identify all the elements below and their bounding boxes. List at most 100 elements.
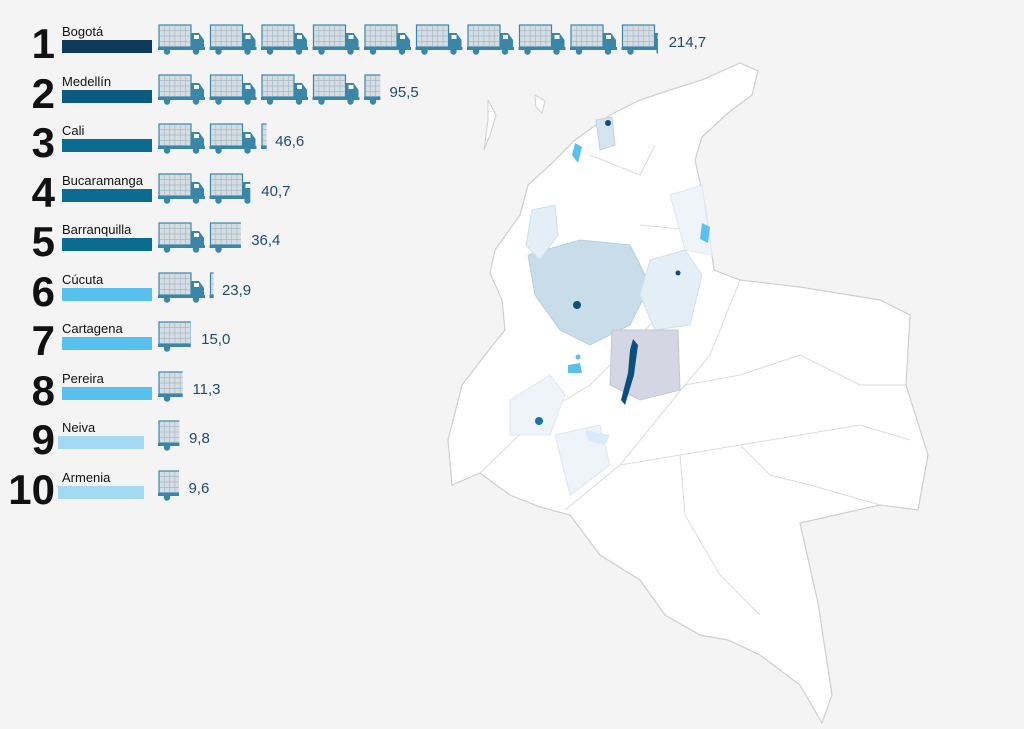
medellin-marker: [573, 301, 581, 309]
truck-pictogram: [158, 24, 658, 55]
value-label: 9,8: [188, 430, 210, 447]
rank-number: 3: [31, 119, 55, 166]
city-color-bar: [62, 238, 152, 251]
ranking-row: 9 Neiva 9,8: [0, 418, 720, 462]
rank-number: 1: [31, 20, 55, 67]
valle-region: [509, 374, 566, 436]
barranquilla-marker: [605, 120, 611, 126]
truck-pictogram: [158, 271, 214, 303]
truck-icon: [209, 172, 251, 204]
cartagena-marker: [572, 143, 582, 163]
truck-icon: [261, 24, 308, 55]
ranking-row: 5 Barranquilla 36,4: [0, 220, 720, 264]
city-label: Armenia: [62, 469, 111, 485]
city-label: Bogotá: [62, 24, 104, 39]
rank-number: 10: [8, 465, 55, 513]
city-label: Neiva: [62, 420, 96, 435]
truck-icon: [261, 123, 267, 149]
truck-icon: [364, 73, 381, 105]
ranking-row: 10 Armenia 9,6: [0, 465, 720, 513]
truck-icon: [312, 73, 360, 105]
value-label: 46,6: [275, 133, 305, 150]
value-label: 15,0: [201, 331, 231, 348]
country-outline: [447, 62, 929, 725]
value-label: 95,5: [389, 83, 419, 101]
truck-pictogram: [158, 370, 183, 402]
rank-number: 9: [31, 416, 55, 463]
truck-icon: [158, 370, 183, 402]
city-color-bar: [62, 337, 152, 350]
rank-number: 7: [31, 317, 55, 364]
truck-icon: [621, 24, 658, 55]
city-color-bar: [62, 188, 152, 202]
cordoba-region: [525, 204, 559, 261]
city-label: Barranquilla: [62, 222, 132, 237]
value-label: 36,4: [251, 232, 281, 249]
ranking-row: 8 Pereira 11,3: [0, 366, 720, 414]
city-color-bar: [62, 40, 152, 53]
truck-pictogram: [158, 73, 381, 105]
city-label: Medellín: [62, 73, 112, 89]
truck-pictogram: [158, 321, 191, 352]
truck-icon: [364, 24, 411, 55]
ranking-row: 1 Bogotá 214,7: [0, 22, 720, 66]
city-label: Cali: [62, 123, 85, 138]
bogota-marker: [621, 339, 638, 405]
cundinamarca-region: [609, 329, 681, 401]
truck-pictogram: [158, 469, 179, 501]
truck-icon: [158, 222, 205, 253]
truck-icon: [209, 73, 257, 105]
city-label: Pereira: [62, 370, 104, 386]
ranking-row: 2 Medellín 95,5: [0, 69, 720, 117]
truck-icon: [158, 469, 179, 501]
value-label: 11,3: [192, 380, 221, 398]
city-ranking: 1 Bogotá 214,7 2 Medellín 95,5 3 Cali 46,6 4 Bucar…: [0, 22, 720, 513]
city-color-bar: [58, 436, 144, 449]
truck-icon: [415, 24, 463, 55]
truck-pictogram: [158, 172, 251, 204]
ranking-row: 3 Cali 46,6: [0, 121, 720, 165]
city-color-bar: [58, 485, 144, 499]
truck-icon: [209, 222, 241, 253]
ranking-row: 4 Bucaramanga 40,7: [0, 168, 720, 216]
value-label: 9,6: [188, 479, 210, 497]
truck-icon: [312, 24, 360, 55]
truck-pictogram: [158, 420, 180, 451]
value-label: 23,9: [221, 281, 252, 299]
rank-number: 4: [31, 168, 55, 216]
bucaramanga-marker: [675, 270, 681, 276]
colombia-map: [447, 62, 929, 725]
truck-pictogram: [158, 123, 267, 154]
ranking-row: 7 Cartagena 15,0: [0, 319, 720, 363]
city-label: Cúcuta: [62, 271, 104, 287]
truck-icon: [570, 24, 617, 55]
rank-number: 2: [31, 69, 55, 117]
truck-icon: [158, 420, 180, 451]
truck-icon: [158, 172, 205, 204]
city-label: Cartagena: [62, 321, 123, 336]
truck-icon: [158, 123, 205, 154]
city-color-bar: [62, 139, 152, 152]
city-color-bar: [62, 386, 152, 400]
truck-icon: [209, 123, 257, 154]
truck-icon: [209, 271, 214, 298]
value-label: 40,7: [261, 182, 291, 200]
value-label: 214,7: [668, 34, 707, 51]
truck-icon: [158, 73, 205, 105]
neiva-marker: [585, 430, 610, 445]
rank-number: 8: [31, 366, 55, 414]
truck-icon: [158, 24, 205, 55]
cali-marker: [535, 417, 543, 425]
cucuta-marker: [700, 223, 710, 243]
armenia-marker: [575, 354, 581, 360]
island-shape: [534, 94, 546, 114]
rank-number: 6: [31, 267, 55, 315]
antioquia-region: [527, 239, 651, 346]
truck-icon: [518, 24, 566, 55]
truck-icon: [158, 321, 191, 352]
island-shape: [483, 99, 497, 151]
city-color-bar: [62, 287, 152, 301]
city-label: Bucaramanga: [62, 172, 143, 188]
truck-pictogram: [158, 222, 241, 253]
city-color-bar: [62, 89, 152, 103]
